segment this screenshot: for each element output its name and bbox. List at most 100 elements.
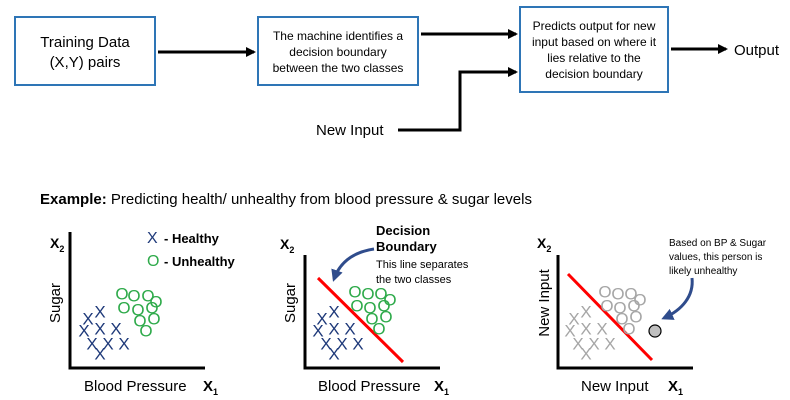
o-marker-0: O xyxy=(598,282,611,301)
plot-3: X2 New Input New Input X1 Based on BP & … xyxy=(536,235,767,397)
x-marker-6: X xyxy=(102,334,113,353)
plot3-x-label: New Input xyxy=(581,378,649,395)
new-input-arrow xyxy=(398,67,518,132)
o-marker-9: O xyxy=(622,319,635,338)
new-input-point xyxy=(648,324,662,338)
plot3-note-2: values, this person is xyxy=(669,252,762,263)
legend-unhealthy-marker: O xyxy=(147,253,159,270)
plot1-healthy-points: X XX X XX X XX xyxy=(78,302,129,363)
o-marker-9: O xyxy=(139,321,152,340)
plot3-x-axis-symbol: X1 xyxy=(668,378,683,397)
o-marker-6: O xyxy=(627,296,640,315)
o-marker-8: O xyxy=(629,307,642,326)
box2-line3: between the two classes xyxy=(273,61,404,75)
training-data-line2: (X,Y) pairs xyxy=(50,54,121,71)
decision-boundary-title-2: Boundary xyxy=(376,239,437,254)
box2-line1: The machine identifies a xyxy=(273,29,403,43)
training-data-line1: Training Data xyxy=(40,34,130,51)
decision-boundary-note-2: the two classes xyxy=(376,274,452,286)
plot3-y-label: New Input xyxy=(536,268,553,336)
box3-line1: Predicts output for new xyxy=(533,19,656,33)
o-marker-6: O xyxy=(377,296,390,315)
decision-boundary-note-1: This line separates xyxy=(376,259,469,271)
x-marker-6: X xyxy=(336,334,347,353)
plot3-faded-unhealthy-points: O O OOO O OO OO xyxy=(598,282,646,338)
plot3-axes xyxy=(556,255,693,370)
x-marker-0: X xyxy=(316,309,327,328)
x-marker-6: X xyxy=(588,334,599,353)
x-marker-3: X xyxy=(328,319,339,338)
x-marker-5: X xyxy=(86,334,97,353)
o-marker-5: O xyxy=(613,298,626,317)
legend-healthy-marker: X xyxy=(147,230,158,247)
o-marker-4: O xyxy=(600,296,613,315)
o-marker-5: O xyxy=(131,300,144,319)
o-marker-1: O xyxy=(127,286,140,305)
plot1-x-axis-symbol: X1 xyxy=(203,378,218,397)
legend-healthy-text: - Healthy xyxy=(164,231,220,246)
x-marker-4: X xyxy=(110,319,121,338)
legend-unhealthy-text: - Unhealthy xyxy=(164,254,236,269)
x-marker-7: X xyxy=(352,334,363,353)
x-marker-5: X xyxy=(572,334,583,353)
plot2-axes xyxy=(303,255,440,370)
x-marker-7: X xyxy=(118,334,129,353)
output-label: Output xyxy=(734,42,780,59)
decision-boundary-box xyxy=(257,16,419,86)
o-marker-7: O xyxy=(133,311,146,330)
x-marker-7: X xyxy=(604,334,615,353)
plot2-healthy-points: X XX X XX X XX xyxy=(312,302,363,363)
plot3-decision-boundary-line xyxy=(566,272,654,362)
plot3-faded-healthy-points: X XX X XX X XX xyxy=(564,302,615,363)
x-marker-1: X xyxy=(580,302,591,321)
o-marker-2: O xyxy=(624,284,637,303)
o-marker-7: O xyxy=(365,309,378,328)
plot-2: X2 Sugar Blood Pressure X1 Decision Boun… xyxy=(280,223,469,397)
o-marker-6: O xyxy=(145,298,158,317)
x-marker-4: X xyxy=(596,319,607,338)
o-marker-5: O xyxy=(363,298,376,317)
o-marker-8: O xyxy=(379,307,392,326)
x-marker-2: X xyxy=(312,321,323,340)
plot3-note-1: Based on BP & Sugar xyxy=(669,238,767,249)
o-marker-1: O xyxy=(361,284,374,303)
x-marker-1: X xyxy=(328,302,339,321)
plot3-note-3: likely unhealthy xyxy=(669,266,737,277)
o-marker-3: O xyxy=(383,290,396,309)
o-marker-1: O xyxy=(611,284,624,303)
o-marker-2: O xyxy=(141,286,154,305)
training-data-box xyxy=(14,16,156,86)
x-marker-2: X xyxy=(78,321,89,340)
x-marker-4: X xyxy=(344,319,355,338)
o-marker-4: O xyxy=(350,296,363,315)
o-marker-7: O xyxy=(615,309,628,328)
o-marker-8: O xyxy=(147,309,160,328)
plot2-decision-boundary-line xyxy=(316,276,405,364)
box3-line3: lies relative to the xyxy=(547,51,641,65)
x-marker-5: X xyxy=(320,334,331,353)
o-marker-0: O xyxy=(115,284,128,303)
x-marker-3: X xyxy=(580,319,591,338)
plot1-y-axis-symbol: X2 xyxy=(50,235,64,254)
x-marker-3: X xyxy=(94,319,105,338)
x-marker-8: X xyxy=(94,344,105,363)
x-marker-0: X xyxy=(82,309,93,328)
plot2-y-axis-symbol: X2 xyxy=(280,236,294,255)
plot1-y-label: Sugar xyxy=(47,283,64,323)
plot1-x-label: Blood Pressure xyxy=(84,378,187,395)
decision-boundary-title-1: Decision xyxy=(376,223,430,238)
predict-output-box xyxy=(519,6,669,93)
o-marker-9: O xyxy=(372,319,385,338)
o-marker-4: O xyxy=(117,298,130,317)
plot2-y-label: Sugar xyxy=(282,283,299,323)
plot2-x-label: Blood Pressure xyxy=(318,378,421,395)
o-marker-0: O xyxy=(348,282,361,301)
plot2-callout-arrow xyxy=(331,247,375,282)
o-marker-2: O xyxy=(374,284,387,303)
x-marker-2: X xyxy=(564,321,575,340)
plot1-axes xyxy=(68,232,205,370)
new-input-label: New Input xyxy=(316,122,384,139)
example-text: Predicting health/ unhealthy from blood … xyxy=(107,191,532,208)
x-marker-8: X xyxy=(328,344,339,363)
